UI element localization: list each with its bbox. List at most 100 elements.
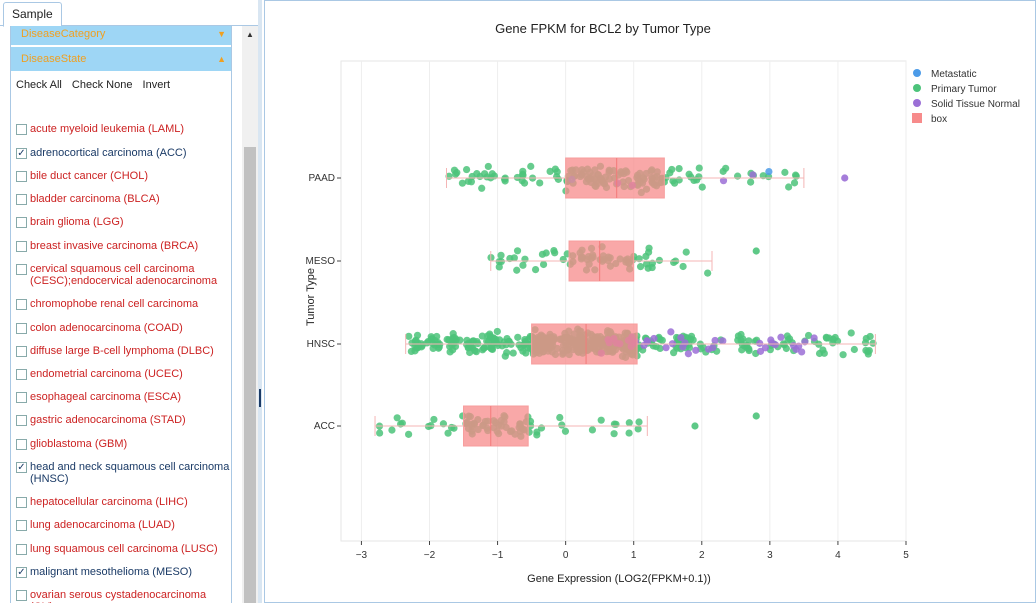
disease-item[interactable]: brain glioma (LGG) [16,216,230,228]
primary-point [505,337,513,345]
primary-point [698,183,706,191]
disease-item[interactable]: glioblastoma (GBM) [16,438,230,450]
primary-point [550,246,558,255]
primary-point [407,347,415,356]
checkbox[interactable] [16,194,27,205]
disease-item[interactable]: gastric adenocarcinoma (STAD) [16,414,230,426]
primary-point [447,423,456,432]
disease-item-label: diffuse large B-cell lymphoma (DLBC) [30,345,214,357]
disease-item[interactable]: bile duct cancer (CHOL) [16,170,230,182]
disease-item-label: lung squamous cell carcinoma (LUSC) [30,543,218,555]
primary-point [531,266,540,274]
primary-point [553,168,561,176]
box-body [565,157,665,199]
checkbox[interactable] [16,217,27,228]
disease-item[interactable]: ovarian serous cystadenocarcinoma (OV) [16,589,230,603]
primary-point [847,329,855,337]
plot-area [340,60,907,542]
normal-point [667,328,675,336]
disease-item[interactable]: bladder carcinoma (BLCA) [16,193,230,205]
disease-item[interactable]: ✓ malignant mesothelioma (MESO) [16,566,230,578]
disease-item[interactable]: hepatocellular carcinoma (LIHC) [16,496,230,508]
primary-point [480,344,488,352]
checkbox[interactable] [16,323,27,334]
disease-item[interactable]: endometrial carcinoma (UCEC) [16,368,230,380]
scroll-thumb[interactable] [244,147,256,603]
primary-point [539,260,548,269]
x-axis-label: Gene Expression (LOG2(FPKM+0.1)) [527,573,711,585]
primary-point [536,179,544,187]
primary-point [388,426,396,434]
disease-item-label: glioblastoma (GBM) [30,438,128,450]
checkbox[interactable] [16,544,27,555]
y-tick-label: PAAD [309,173,336,184]
disease-item[interactable]: diffuse large B-cell lymphoma (DLBC) [16,345,230,357]
facet-header-disease-state[interactable]: DiseaseState ▲ [11,47,231,71]
scrollbar[interactable]: ▲ [242,26,258,603]
checkbox[interactable] [16,124,27,135]
disease-item[interactable]: esophageal carcinoma (ESCA) [16,391,230,403]
checkbox[interactable] [16,415,27,426]
checkbox-checked[interactable]: ✓ [16,567,27,578]
primary-point [695,173,703,181]
primary-point [636,263,645,271]
splitter-handle-icon[interactable] [259,389,261,407]
tab-sample[interactable]: Sample [3,2,62,27]
checkbox[interactable] [16,369,27,380]
normal-point [761,344,769,352]
checkbox[interactable] [16,264,27,275]
primary-point [862,346,870,355]
tab-bar: Sample [0,0,262,27]
invert-link[interactable]: Invert [142,79,171,91]
checkbox[interactable] [16,439,27,450]
panel-splitter[interactable] [258,0,262,603]
disease-item[interactable]: ✓ head and neck squamous cell carcinoma (… [16,461,230,485]
legend-label: Primary Tumor [931,84,997,95]
check-none-link[interactable]: Check None [71,79,133,91]
checkbox[interactable] [16,497,27,508]
primary-point [785,183,793,191]
primary-point [393,414,401,422]
primary-point [478,332,486,340]
scroll-up-icon[interactable]: ▲ [246,30,254,39]
disease-item-label: colon adenocarcinoma (COAD) [30,322,183,334]
checkbox[interactable] [16,346,27,357]
primary-point [561,427,570,435]
box-body [568,240,635,282]
disease-item[interactable]: lung squamous cell carcinoma (LUSC) [16,543,230,555]
facet-header-disease-category[interactable]: DiseaseCategory ▼ [11,26,231,45]
primary-point [458,179,467,187]
checkbox[interactable] [16,171,27,182]
disease-item[interactable]: lung adenocarcinoma (LUAD) [16,519,230,531]
disease-item-label: lung adenocarcinoma (LUAD) [30,519,175,531]
disease-item[interactable]: breast invasive carcinoma (BRCA) [16,240,230,252]
primary-point [869,339,877,347]
x-tick-label: 1 [631,550,637,561]
disease-item[interactable]: ✓ adrenocortical carcinoma (ACC) [16,147,230,159]
primary-point [533,428,541,436]
disease-item[interactable]: acute myeloid leukemia (LAML) [16,123,230,135]
primary-point [398,419,406,427]
primary-point [521,335,529,344]
checkbox-checked[interactable]: ✓ [16,462,27,473]
checkbox[interactable] [16,241,27,252]
primary-point [785,335,794,343]
checkbox[interactable] [16,299,27,310]
disease-item[interactable]: chromophobe renal cell carcinoma [16,298,230,310]
primary-point [635,418,643,426]
disease-item[interactable]: colon adenocarcinoma (COAD) [16,322,230,334]
checkbox[interactable] [16,520,27,531]
primary-point [494,341,502,350]
primary-point [483,173,491,181]
checkbox-checked[interactable]: ✓ [16,148,27,159]
checkbox[interactable] [16,590,27,601]
check-all-link[interactable]: Check All [16,79,62,91]
metastatic-point [765,167,773,176]
primary-point [527,162,535,170]
disease-item[interactable]: cervical squamous cell carcinoma (CESC);… [16,263,230,287]
normal-point [677,333,685,342]
checkbox[interactable] [16,392,27,403]
normal-point [768,339,776,347]
disease-item-label: hepatocellular carcinoma (LIHC) [30,496,188,508]
primary-point [376,429,384,437]
